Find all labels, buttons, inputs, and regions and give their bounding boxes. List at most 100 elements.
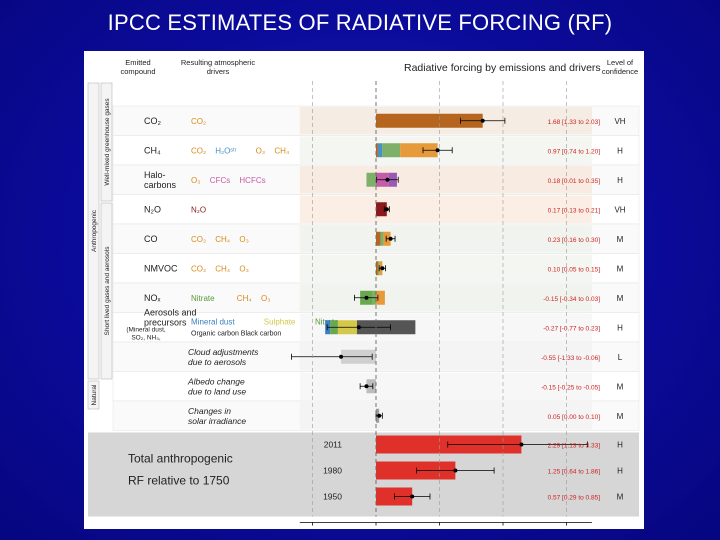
mean-marker	[384, 207, 389, 212]
slide-title: IPCC ESTIMATES OF RADIATIVE FORCING (RF)	[107, 10, 613, 35]
total-rf-label: 2.29 [1.13 to 3.33]	[548, 443, 601, 450]
mean-marker	[377, 413, 382, 418]
side-bar-anthropogenic	[87, 82, 100, 380]
rf-value-label: 0.17 [0.13 to 0.21]	[548, 207, 601, 214]
rf-value-label: 0.97 [0.74 to 1.20]	[548, 148, 601, 155]
label-short-lived: Short lived gases and aerosols	[104, 246, 111, 336]
confidence-label: M	[617, 264, 624, 273]
rf-bar-segment	[366, 172, 376, 187]
mean-marker	[364, 295, 369, 300]
rf-bar-segment	[400, 143, 438, 158]
rf-value-label: 0.18 [0.01 to 0.35]	[548, 178, 601, 185]
x-tick-label: −1	[307, 529, 319, 530]
driver-label: CO₂	[191, 264, 206, 273]
rf-value-label: -0.55 [-1.33 to -0.06]	[541, 355, 600, 362]
rf-bar-segment	[376, 202, 387, 217]
rf-bar-segment	[377, 261, 380, 276]
total-mean-marker	[453, 468, 458, 473]
side-bar-natural	[87, 380, 100, 410]
total-mean-marker	[410, 494, 415, 499]
mean-marker	[385, 177, 390, 182]
compound-label: Aerosols and	[144, 307, 197, 317]
header-emitted: Emitted	[125, 58, 150, 67]
total-section-bg	[88, 432, 639, 517]
compound-label: carbons	[144, 180, 177, 190]
compound-sub-label: (Mineral dust,	[126, 326, 166, 333]
italic-label: Cloud adjustments	[188, 347, 259, 357]
driver-label: CH₄	[274, 146, 289, 155]
rf-bar-segment	[376, 231, 381, 246]
confidence-label: H	[617, 176, 623, 185]
rf-figure: Emitted compound Resulting atmospheric driv…	[84, 51, 644, 540]
driver-label: O₃	[239, 235, 248, 244]
row-band	[299, 195, 592, 223]
label-wmghg: Well-mixed greenhouse gases	[104, 98, 111, 186]
label-anthropogenic: Anthropogenic	[91, 209, 98, 252]
mean-marker	[356, 325, 361, 330]
x-tick-label: 2	[500, 529, 506, 530]
driver-label: CH₄	[215, 264, 230, 273]
driver-label: CH₄	[237, 294, 252, 303]
driver-label: O₃	[239, 264, 248, 273]
compound-label: CO₂	[144, 116, 162, 126]
rf-value-label: 0.10 [0.05 to 0.15]	[548, 266, 601, 273]
row-band	[299, 225, 592, 253]
compound-label: NOₓ	[144, 293, 161, 303]
compound-label: CH₄	[144, 145, 161, 155]
confidence-label: VH	[614, 205, 625, 214]
rf-bar-segment	[376, 143, 378, 158]
driver-label: O₃	[261, 294, 270, 303]
mean-marker	[339, 354, 344, 359]
mean-marker	[480, 118, 485, 123]
rf-value-label: -0.27 [-0.77 to 0.23]	[543, 325, 600, 332]
italic-label: Changes in	[188, 406, 231, 416]
rf-value-label: 1.68 [1.33 to 2.03]	[548, 119, 601, 126]
mean-marker	[364, 384, 369, 389]
total-confidence-label: H	[617, 441, 623, 450]
rf-value-label: -0.15 [-0.34 to 0.03]	[543, 296, 600, 303]
confidence-label: M	[617, 382, 624, 391]
rf-bar-segment	[376, 320, 416, 335]
side-bar-short-lived	[100, 202, 113, 380]
mean-marker	[435, 148, 440, 153]
driver-label: CFCs	[210, 176, 230, 185]
driver-label: O₃	[256, 146, 265, 155]
total-mean-marker	[519, 442, 524, 447]
rf-bar-segment	[382, 143, 401, 158]
header-confidence: Level of	[607, 58, 634, 67]
driver-label: O₃	[191, 176, 200, 185]
driver-label: Mineral dust	[191, 317, 235, 326]
italic-label: solar irradiance	[188, 416, 246, 426]
rf-value-label: 0.05 [0.00 to 0.10]	[548, 414, 601, 421]
italic-label: due to aerosols	[188, 357, 247, 367]
confidence-label: M	[617, 412, 624, 421]
mean-marker	[380, 266, 385, 271]
driver-label: H₂Oˢᵗʳ	[215, 146, 237, 155]
row-band	[299, 284, 592, 312]
rf-bar-segment	[376, 261, 378, 276]
driver-label: CH₄	[215, 235, 230, 244]
row-band	[299, 402, 592, 430]
total-rf-label: 0.57 [0.29 to 0.85]	[548, 495, 601, 502]
x-tick-label: 3	[564, 529, 570, 530]
rf-value-label: 0.23 [0.16 to 0.30]	[548, 237, 601, 244]
driver-label: CO₂	[191, 146, 206, 155]
header-drivers: drivers	[207, 67, 230, 76]
total-confidence-label: H	[617, 467, 623, 476]
compound-label: precursors	[144, 317, 187, 327]
rf-value-label: -0.15 [-0.25 to -0.05]	[541, 384, 600, 391]
driver-label: Sulphate	[264, 317, 296, 326]
confidence-label: H	[617, 146, 623, 155]
driver-label: CO₂	[191, 235, 206, 244]
confidence-label: H	[617, 323, 623, 332]
total-year-label: 2011	[324, 440, 343, 450]
total-confidence-label: M	[617, 493, 624, 502]
driver-label-secondary: Organic carbon Black carbon	[191, 330, 281, 337]
driver-label: N₂O	[191, 205, 206, 214]
header-confidence: confidence	[602, 67, 638, 76]
rf-bar-segment	[380, 231, 384, 246]
total-year-label: 1980	[323, 466, 342, 476]
rf-bar-segment	[377, 143, 383, 158]
italic-label: Albedo change	[187, 376, 245, 386]
